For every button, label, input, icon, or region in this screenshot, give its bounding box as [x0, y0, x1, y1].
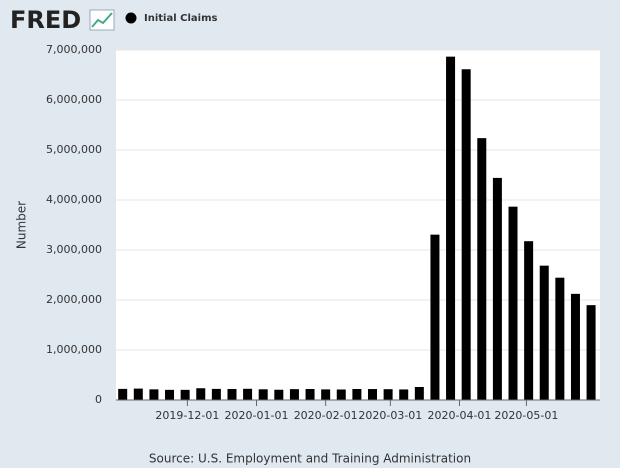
bar	[196, 388, 206, 400]
y-tick-label: 2,000,000	[46, 293, 102, 306]
x-tick-label: 2020-02-01	[294, 409, 358, 422]
x-tick-label: 2019-12-01	[155, 409, 219, 422]
bar	[570, 293, 580, 400]
legend-marker	[125, 12, 137, 24]
bar	[289, 389, 299, 400]
bar	[430, 234, 440, 400]
y-axis-label: Number	[15, 201, 29, 249]
bar	[211, 388, 221, 400]
bar	[477, 138, 487, 400]
bar	[555, 277, 565, 400]
bar	[336, 389, 346, 400]
bar	[508, 206, 518, 400]
bar	[399, 389, 409, 400]
y-tick-label: 3,000,000	[46, 243, 102, 256]
bar	[165, 389, 175, 400]
x-tick-label: 2020-05-01	[494, 409, 558, 422]
bar	[383, 389, 393, 400]
logo-icon	[89, 9, 115, 31]
y-tick-label: 1,000,000	[46, 343, 102, 356]
bar	[133, 388, 143, 400]
legend-label: Initial Claims	[144, 13, 217, 24]
bar	[305, 389, 315, 400]
x-tick-label: 2020-04-01	[428, 409, 492, 422]
x-tick-label: 2020-03-01	[358, 409, 422, 422]
bar	[461, 69, 471, 400]
plot-area	[116, 50, 600, 400]
brand-logo: FRED	[10, 6, 81, 34]
y-tick-label: 0	[95, 393, 102, 406]
bar	[118, 388, 128, 400]
y-tick-label: 5,000,000	[46, 143, 102, 156]
x-tick-label: 2020-01-01	[225, 409, 289, 422]
bar	[539, 265, 549, 400]
bar	[586, 305, 596, 400]
bar	[258, 389, 268, 400]
bar	[352, 389, 362, 400]
bar	[321, 389, 331, 400]
bar	[414, 387, 424, 400]
bar	[243, 388, 253, 400]
bar	[446, 56, 456, 401]
bar	[227, 389, 237, 400]
y-tick-label: 4,000,000	[46, 193, 102, 206]
y-tick-label: 7,000,000	[46, 43, 102, 56]
bar	[367, 389, 377, 400]
y-tick-label: 6,000,000	[46, 93, 102, 106]
source: Source: U.S. Employment and Training Adm…	[149, 452, 471, 466]
bar	[524, 241, 534, 400]
bar	[180, 389, 190, 400]
bar	[492, 177, 502, 400]
bar	[274, 389, 284, 400]
bar	[149, 389, 159, 400]
